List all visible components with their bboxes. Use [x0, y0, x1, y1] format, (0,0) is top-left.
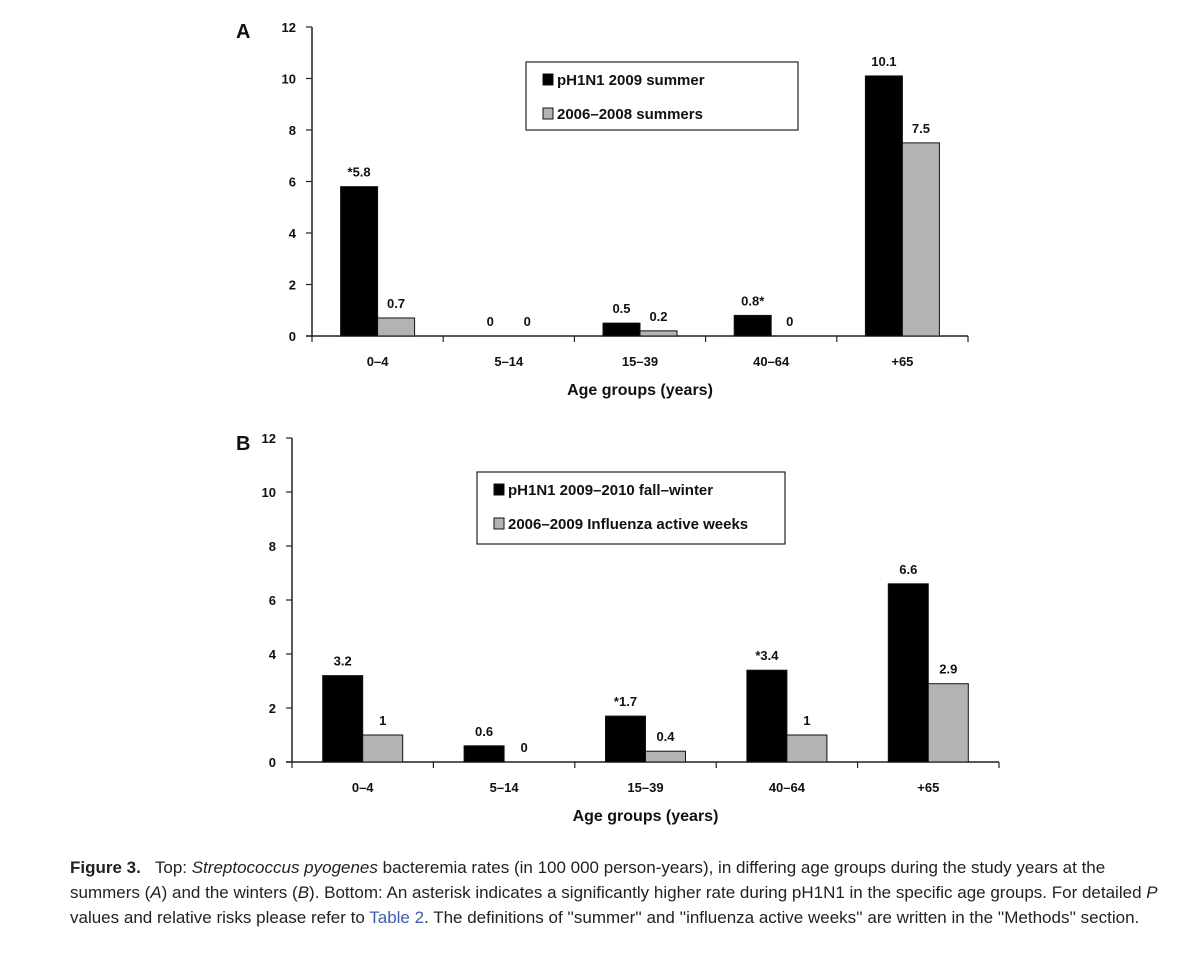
- caption-panel-a-ref: A: [150, 883, 162, 902]
- bar: [639, 330, 678, 337]
- legend-swatch: [493, 483, 505, 496]
- bar: [322, 675, 364, 763]
- y-tick-label: 0: [289, 329, 296, 344]
- bar: [786, 734, 828, 763]
- y-tick-label: 2: [269, 701, 276, 716]
- bar: [927, 683, 969, 763]
- data-label: 7.5: [912, 121, 930, 136]
- y-tick-label: 12: [262, 431, 276, 446]
- caption-text: ) and the winters (: [161, 883, 298, 902]
- caption-panel-b-ref: B: [297, 883, 310, 902]
- caption-text: values and relative risks please refer t…: [70, 908, 370, 927]
- x-axis-title: Age groups (years): [567, 382, 713, 399]
- data-label: *5.8: [348, 165, 371, 180]
- y-tick-label: 2: [289, 278, 296, 293]
- data-label: 10.1: [871, 54, 896, 69]
- y-tick-label: 4: [289, 226, 297, 241]
- legend-swatch: [542, 107, 554, 120]
- x-tick-label: +65: [917, 780, 939, 795]
- y-tick-label: 6: [269, 593, 276, 608]
- x-tick-label: 0–4: [367, 354, 389, 369]
- legend-box: [476, 471, 786, 545]
- bar: [645, 750, 686, 763]
- caption-text: . The definitions of ''summer'' and ''in…: [424, 908, 1140, 927]
- y-tick-label: 12: [282, 20, 296, 35]
- data-label: 0.5: [612, 301, 630, 316]
- x-tick-label: 5–14: [494, 354, 524, 369]
- bar: [887, 583, 929, 763]
- legend-label: 2006–2008 summers: [557, 106, 703, 123]
- y-tick-label: 10: [282, 72, 296, 87]
- bar: [901, 142, 940, 337]
- caption-label: Figure 3.: [70, 858, 141, 877]
- x-tick-label: +65: [891, 354, 913, 369]
- bar: [864, 75, 903, 337]
- data-label: 0.6: [475, 724, 493, 739]
- legend-swatch: [542, 73, 554, 86]
- caption-text: Top:: [154, 858, 192, 877]
- bar: [746, 669, 788, 763]
- bar: [463, 745, 505, 763]
- y-tick-label: 10: [262, 485, 276, 500]
- data-label: 0.2: [649, 309, 667, 324]
- panel-letter: B: [236, 433, 250, 455]
- figure-caption: Figure 3. Top: Streptococcus pyogenes bac…: [70, 855, 1170, 930]
- bar: [605, 715, 646, 763]
- caption-p-symbol: P: [1146, 883, 1158, 902]
- x-axis-title: Age groups (years): [573, 808, 719, 825]
- caption-text: bacteremia rates (in 100 000 person-year…: [70, 858, 1106, 902]
- y-tick-label: 0: [269, 755, 276, 770]
- legend-box: [525, 61, 799, 131]
- data-label: 0: [786, 314, 793, 329]
- legend-label: pH1N1 2009 summer: [557, 72, 705, 89]
- x-tick-label: 5–14: [490, 780, 520, 795]
- data-label: 1: [803, 713, 810, 728]
- legend-label: pH1N1 2009–2010 fall–winter: [508, 482, 713, 499]
- panel-letter: A: [236, 21, 250, 43]
- y-tick-label: 8: [269, 539, 276, 554]
- caption-species: Streptococcus pyogenes: [191, 858, 378, 877]
- data-label: 2.9: [939, 662, 957, 677]
- data-label: 0: [487, 314, 494, 329]
- x-tick-label: 40–64: [769, 780, 806, 795]
- data-label: 0: [524, 314, 531, 329]
- data-label: *1.7: [614, 694, 637, 709]
- table-2-link[interactable]: Table 2: [369, 908, 425, 927]
- data-label: 3.2: [334, 654, 352, 669]
- x-tick-label: 40–64: [753, 354, 790, 369]
- bar: [602, 322, 641, 337]
- legend-label: 2006–2009 Influenza active weeks: [508, 516, 748, 533]
- y-tick-label: 8: [289, 123, 296, 138]
- data-label: 0.8*: [741, 293, 765, 308]
- bar: [733, 314, 772, 337]
- bar: [377, 317, 416, 337]
- x-tick-label: 15–39: [627, 780, 663, 795]
- data-label: 0.7: [387, 296, 405, 311]
- data-label: 1: [379, 713, 386, 728]
- y-tick-label: 4: [269, 647, 277, 662]
- data-label: 0.4: [656, 729, 675, 744]
- bar: [340, 186, 379, 337]
- data-label: *3.4: [755, 648, 779, 663]
- y-tick-label: 6: [289, 175, 296, 190]
- data-label: 6.6: [899, 562, 917, 577]
- bar: [362, 734, 404, 763]
- caption-text: ). Bottom: An asterisk indicates a signi…: [309, 883, 1147, 902]
- data-label: 0: [520, 740, 527, 755]
- chart-panel-a: A 0 2 4 6 8 10 12 0–4 5–14 15–39 40–64 +65 Age groups…: [236, 20, 969, 399]
- x-tick-label: 15–39: [622, 354, 658, 369]
- x-tick-label: 0–4: [352, 780, 374, 795]
- legend-swatch: [493, 517, 505, 530]
